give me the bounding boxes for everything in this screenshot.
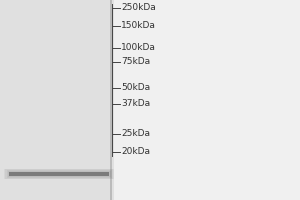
Text: 100kDa: 100kDa [121, 44, 156, 52]
Bar [0, 0, 114, 200]
Bar [5, 169, 113, 179]
Text: 50kDa: 50kDa [121, 83, 150, 92]
Bar [7, 170, 112, 178]
Text: 75kDa: 75kDa [121, 58, 150, 66]
Text: 20kDa: 20kDa [121, 148, 150, 156]
Text: 250kDa: 250kDa [121, 3, 156, 12]
Text: 25kDa: 25kDa [121, 130, 150, 139]
Text: 150kDa: 150kDa [121, 21, 156, 30]
Bar [9, 172, 109, 176]
Text: 37kDa: 37kDa [121, 99, 150, 108]
Bar [110, 0, 112, 200]
Bar [8, 171, 111, 177]
Bar [4, 169, 114, 179]
